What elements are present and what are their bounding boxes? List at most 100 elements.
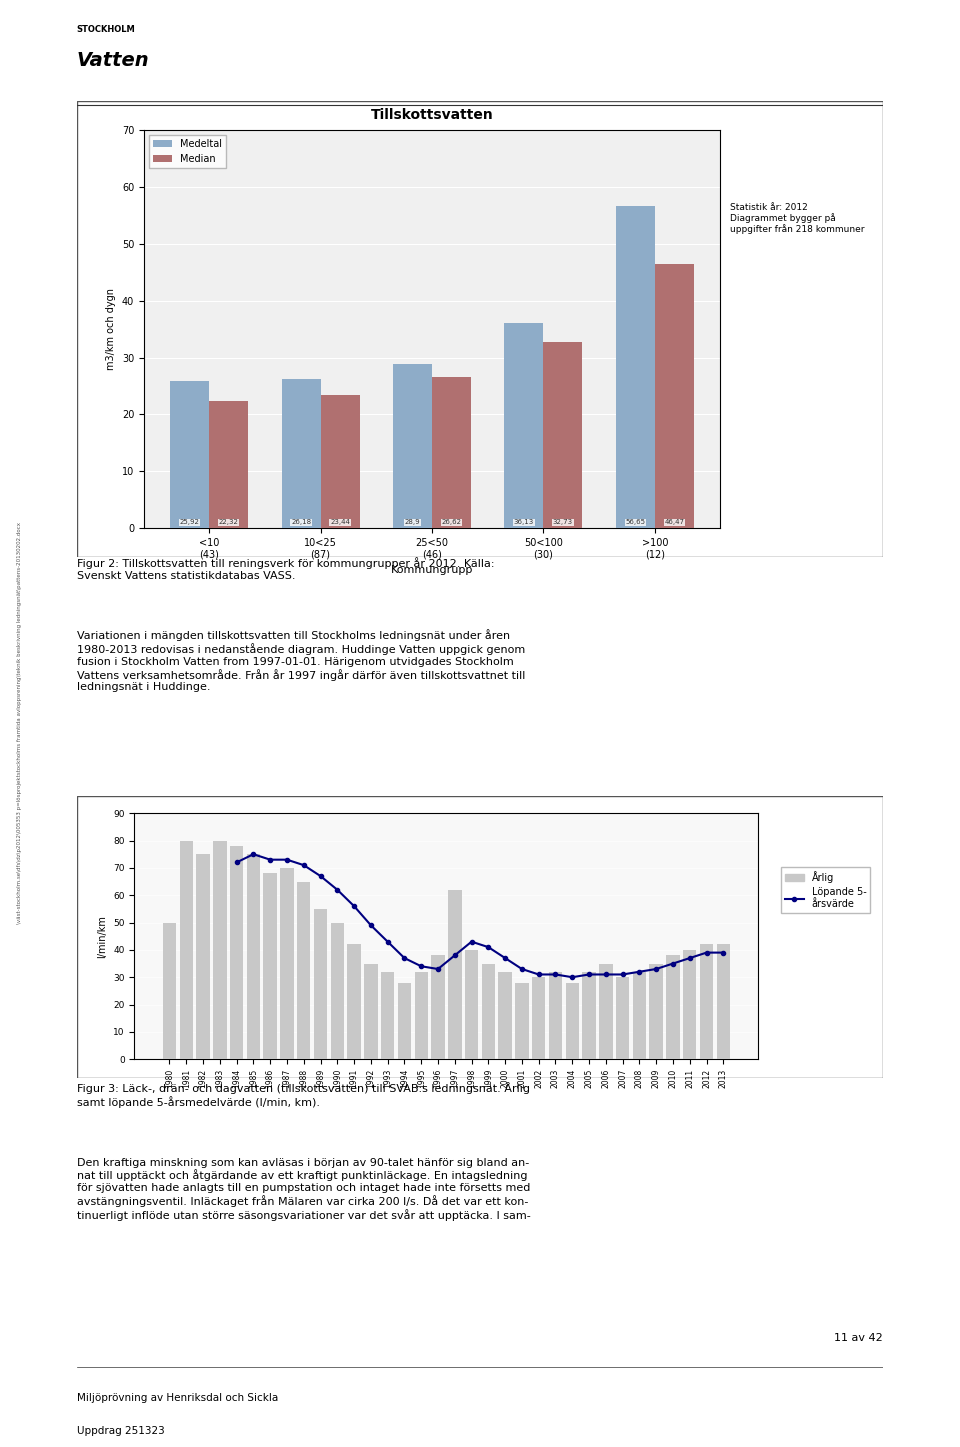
Bar (163, 923, 177, 1059)
Löpande 5-
årsvärde (667, 955, 679, 972)
Y-axis label: m3/km och dygn: m3/km och dygn (107, 288, 116, 370)
FancyBboxPatch shape (77, 101, 883, 557)
Bar (229, 846, 243, 1059)
Text: 28,9: 28,9 (405, 519, 420, 525)
Text: 56,65: 56,65 (625, 519, 645, 525)
Bar (297, 881, 310, 1059)
Löpande 5-
årsvärde (382, 933, 394, 951)
Text: 11 av 42: 11 av 42 (834, 1334, 883, 1343)
Löpande 5-
årsvärde (566, 968, 578, 985)
Bar (247, 854, 260, 1059)
Text: 25,92: 25,92 (180, 519, 200, 525)
Bar (348, 945, 361, 1059)
Löpande 5-
årsvärde (634, 964, 645, 981)
Bar (321, 395, 360, 528)
Löpande 5-
årsvärde (398, 949, 410, 967)
Bar (197, 854, 209, 1059)
Bar (655, 263, 694, 528)
Text: 46,47: 46,47 (664, 519, 684, 525)
Bar (482, 964, 495, 1059)
Bar (565, 983, 579, 1059)
Löpande 5-
årsvärde (483, 939, 494, 956)
Text: 36,13: 36,13 (514, 519, 534, 525)
Löpande 5-
årsvärde (651, 961, 662, 978)
Text: 26,62: 26,62 (442, 519, 462, 525)
Bar (330, 923, 344, 1059)
Bar (616, 977, 630, 1059)
Löpande 5-
årsvärde (533, 965, 544, 983)
Löpande 5-
årsvärde (600, 965, 612, 983)
Bar (397, 983, 411, 1059)
X-axis label: Kommungrupp: Kommungrupp (391, 564, 473, 574)
Löpande 5-
årsvärde (264, 851, 276, 868)
Löpande 5-
årsvärde (449, 946, 461, 964)
Löpande 5-
årsvärde (466, 933, 477, 951)
Bar (684, 949, 696, 1059)
Bar (415, 972, 428, 1059)
Bar (432, 376, 471, 528)
Löpande 5-
årsvärde (365, 916, 376, 933)
Text: \väst-stockholm.se\dfs\dz\p2012\005353 p=lösprojektstockholms framtida avloppsre: \väst-stockholm.se\dfs\dz\p2012\005353 p… (16, 522, 22, 925)
Bar (633, 972, 646, 1059)
Bar (700, 945, 713, 1059)
Legend: Årlig, Löpande 5-
årsvärde: Årlig, Löpande 5- årsvärde (780, 867, 871, 913)
Bar (180, 841, 193, 1059)
Bar (716, 945, 730, 1059)
Text: Den kraftiga minskning som kan avläsas i början av 90-talet hänför sig bland an-: Den kraftiga minskning som kan avläsas i… (77, 1158, 531, 1221)
Bar (314, 909, 327, 1059)
Löpande 5-
årsvärde (331, 881, 343, 899)
Bar (281, 379, 321, 528)
Text: Figur 2: Tillskottsvatten till reningsverk för kommungrupper år 2012. Källa:
Sve: Figur 2: Tillskottsvatten till reningsve… (77, 557, 494, 580)
Bar (615, 205, 655, 528)
Text: Statistik år: 2012
Diagrammet bygger på
uppgifter från 218 kommuner: Statistik år: 2012 Diagrammet bygger på … (730, 203, 864, 234)
Löpande 5-
årsvärde (516, 961, 528, 978)
Bar (263, 874, 276, 1059)
Löpande 5-
årsvärde (432, 961, 444, 978)
Y-axis label: l/min/km: l/min/km (98, 915, 108, 958)
Löpande 5-
årsvärde (717, 943, 729, 961)
Bar (431, 955, 444, 1059)
Bar (543, 341, 583, 528)
Bar (381, 972, 395, 1059)
Löpande 5-
årsvärde (315, 867, 326, 884)
Bar (504, 323, 543, 528)
Text: 22,32: 22,32 (219, 519, 239, 525)
Bar (213, 841, 227, 1059)
Bar (650, 964, 663, 1059)
Text: 32,73: 32,73 (553, 519, 573, 525)
Löpande 5-
årsvärde (281, 851, 293, 868)
Bar (170, 381, 209, 528)
Bar (498, 972, 512, 1059)
Text: Vatten: Vatten (77, 51, 150, 69)
Text: Uppdrag 251323: Uppdrag 251323 (77, 1427, 164, 1435)
Löpande 5-
årsvärde (684, 949, 695, 967)
Löpande 5-
årsvärde (701, 943, 712, 961)
Bar (599, 964, 612, 1059)
Bar (280, 868, 294, 1059)
Bar (393, 363, 432, 528)
Bar (209, 401, 249, 528)
Text: 23,44: 23,44 (330, 519, 350, 525)
Line: Löpande 5-
årsvärde: Löpande 5- årsvärde (234, 852, 726, 980)
Bar (516, 983, 529, 1059)
Text: Miljöprövning av Henriksdal och Sickla: Miljöprövning av Henriksdal och Sickla (77, 1393, 278, 1404)
Löpande 5-
årsvärde (298, 857, 309, 874)
Löpande 5-
årsvärde (584, 965, 595, 983)
Löpande 5-
årsvärde (248, 845, 259, 862)
Löpande 5-
årsvärde (230, 854, 242, 871)
Löpande 5-
årsvärde (416, 958, 427, 975)
Löpande 5-
årsvärde (550, 965, 562, 983)
Legend: Medeltal, Median: Medeltal, Median (149, 135, 226, 168)
Text: Figur 3: Läck-, drän- och dagvatten (tillskottsvatten) till SVAB:s ledningsnät. : Figur 3: Läck-, drän- och dagvatten (til… (77, 1082, 530, 1108)
Bar (448, 890, 462, 1059)
Bar (666, 955, 680, 1059)
Text: STOCKHOLM: STOCKHOLM (77, 25, 135, 33)
Bar (549, 972, 563, 1059)
FancyBboxPatch shape (77, 796, 883, 1078)
Löpande 5-
årsvärde (617, 965, 629, 983)
Löpande 5-
årsvärde (499, 949, 511, 967)
Bar (583, 972, 596, 1059)
Title: Tillskottsvatten: Tillskottsvatten (371, 109, 493, 122)
Bar (465, 949, 478, 1059)
Bar (532, 977, 545, 1059)
